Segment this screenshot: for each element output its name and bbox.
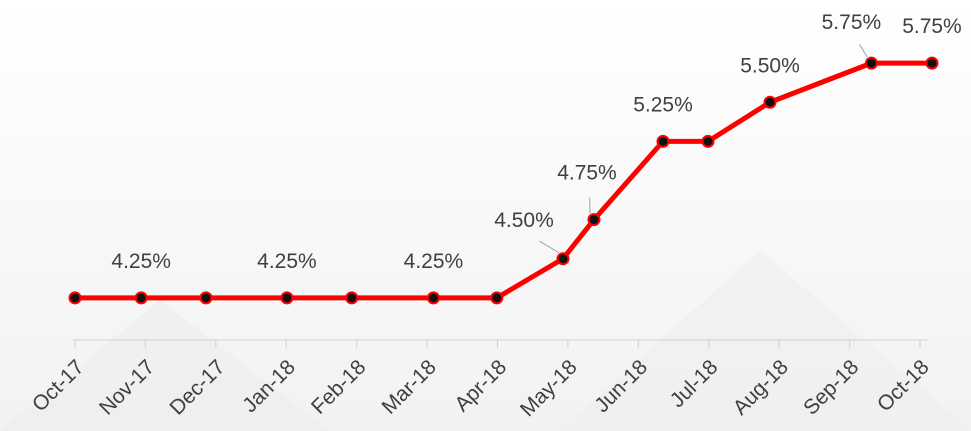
point	[701, 134, 715, 148]
point	[134, 291, 148, 305]
leader-line	[539, 240, 560, 254]
line	[75, 60, 932, 301]
data-label: 4.25%	[404, 250, 464, 273]
point	[280, 291, 294, 305]
decor	[0, 300, 330, 431]
data-label: 5.75%	[902, 15, 962, 38]
point	[556, 252, 570, 266]
data-label: 4.25%	[257, 250, 317, 273]
point	[656, 134, 670, 148]
data-label: 4.50%	[494, 209, 554, 232]
point	[925, 56, 939, 70]
point	[199, 291, 213, 305]
data-label: 5.25%	[633, 93, 693, 116]
point	[345, 291, 359, 305]
point	[490, 291, 504, 305]
point	[68, 291, 82, 305]
data-label: 4.75%	[557, 162, 617, 185]
point	[864, 56, 878, 70]
data-label: 4.25%	[111, 250, 171, 273]
leader-line	[858, 44, 868, 58]
point	[763, 95, 777, 109]
point	[587, 213, 601, 227]
data-label: 5.50%	[740, 54, 800, 77]
data-label: 5.75%	[822, 11, 882, 34]
point	[426, 291, 440, 305]
